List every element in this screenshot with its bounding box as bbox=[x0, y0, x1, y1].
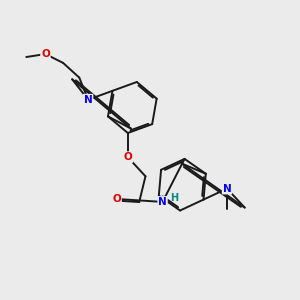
Text: N: N bbox=[223, 184, 231, 194]
Text: N: N bbox=[158, 197, 167, 207]
Text: H: H bbox=[170, 194, 178, 203]
Text: O: O bbox=[112, 194, 121, 204]
Text: N: N bbox=[84, 95, 92, 105]
Text: O: O bbox=[123, 152, 132, 162]
Text: O: O bbox=[41, 49, 50, 59]
